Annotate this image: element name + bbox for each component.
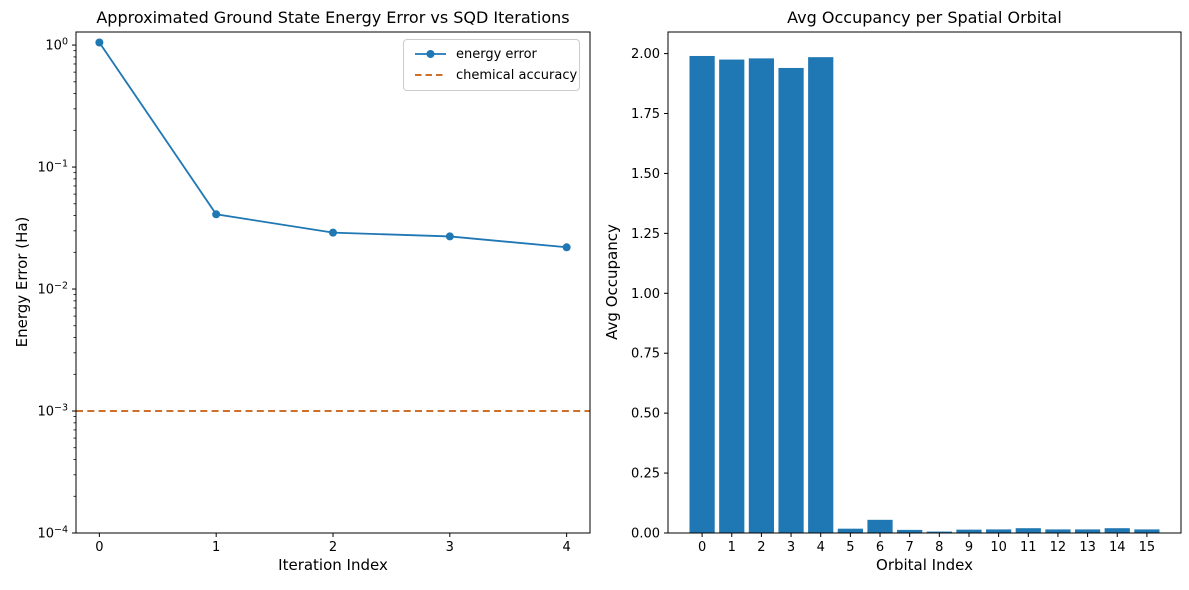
legend-item-chemical-accuracy: chemical accuracy (414, 67, 577, 83)
energy-error-chart: 0 1 2 3 4 100 10−1 10−2 10−3 10−4 (37, 31, 591, 555)
y-tick-label: 0.75 (631, 347, 660, 362)
legend-marker (426, 50, 435, 58)
energy-error-line-swatch (415, 50, 446, 58)
occupancy-bar (926, 531, 952, 533)
x-tick-label: 4 (817, 540, 825, 555)
y-tick-label: 1.00 (631, 287, 660, 302)
y-tick-label: 1.50 (631, 167, 660, 182)
x-tick-label: 9 (965, 540, 973, 555)
right-chart-title: Avg Occupancy per Spatial Orbital (787, 8, 1062, 27)
data-point-marker (562, 243, 571, 252)
occupancy-bar (748, 58, 775, 534)
y-tick-label: 0.50 (631, 407, 660, 422)
occupancy-bar (837, 528, 863, 533)
occupancy-bar (689, 55, 715, 534)
x-tick-label: 7 (906, 540, 914, 555)
x-tick-label: 10 (990, 540, 1007, 555)
occupancy-chart: 0 1 2 3 4 5 6 7 8 9 10 11 12 13 14 150.000.250.500.751.… (631, 31, 1182, 555)
x-tick-label: 3 (446, 540, 454, 555)
x-tick-label: 13 (1079, 540, 1096, 555)
legend: energy error chemical accuracy (403, 39, 580, 91)
x-tick-label: 0 (698, 540, 706, 555)
legend-item-energy-error: energy error (414, 46, 569, 62)
y-tick-label: 10−3 (37, 403, 68, 420)
x-tick-label: 0 (95, 540, 103, 555)
x-tick-label: 4 (562, 540, 570, 555)
x-tick-label: 15 (1139, 540, 1156, 555)
right-axes-frame (667, 31, 1182, 534)
data-point-marker (95, 38, 104, 47)
x-tick-label: 5 (846, 540, 854, 555)
y-tick-label: 10−4 (37, 525, 68, 542)
occupancy-bar (1134, 529, 1160, 533)
left-axes-frame (75, 31, 591, 534)
occupancy-bar (986, 529, 1012, 533)
x-tick-label: 3 (787, 540, 795, 555)
y-tick-label: 10−1 (37, 159, 68, 176)
left-chart-title: Approximated Ground State Energy Error v… (96, 8, 570, 27)
data-point-marker (329, 228, 337, 237)
occupancy-bar (1074, 529, 1101, 533)
y-tick-label: 1.25 (631, 227, 660, 242)
data-point-marker (445, 232, 454, 241)
occupancy-bar (778, 67, 804, 533)
right-y-axis-label: Avg Occupancy (603, 224, 621, 340)
legend-label-energy-error: energy error (456, 46, 537, 62)
x-tick-label: 12 (1050, 540, 1067, 555)
y-tick-label: 1.75 (631, 107, 660, 122)
x-tick-label: 11 (1020, 540, 1037, 555)
x-tick-label: 1 (212, 540, 220, 555)
occupancy-bar (1015, 528, 1041, 533)
occupancy-bar (956, 529, 982, 533)
legend-label-chemical-accuracy: chemical accuracy (456, 67, 578, 83)
x-tick-label: 2 (329, 540, 337, 555)
right-x-axis-label: Orbital Index (876, 556, 973, 574)
chemical-accuracy-line-swatch (415, 74, 446, 76)
x-tick-label: 1 (728, 540, 736, 555)
occupancy-bar (719, 59, 745, 533)
y-tick-label: 10−2 (37, 281, 68, 298)
left-y-axis-label: Energy Error (Ha) (13, 216, 31, 348)
x-tick-label: 2 (757, 540, 765, 555)
data-point-marker (212, 210, 221, 219)
x-tick-label: 14 (1109, 540, 1126, 555)
x-tick-label: 6 (876, 540, 884, 555)
occupancy-bar (897, 529, 923, 533)
occupancy-bar (808, 57, 834, 533)
occupancy-bar (1104, 528, 1130, 533)
occupancy-bar (1045, 529, 1071, 533)
y-tick-label: 0.00 (631, 527, 660, 542)
left-x-axis-label: Iteration Index (278, 556, 388, 574)
y-tick-label: 0.25 (631, 467, 660, 482)
occupancy-bar (867, 519, 893, 533)
y-tick-label: 100 (45, 37, 68, 54)
y-tick-label: 2.00 (631, 47, 660, 62)
x-tick-label: 8 (935, 540, 943, 555)
